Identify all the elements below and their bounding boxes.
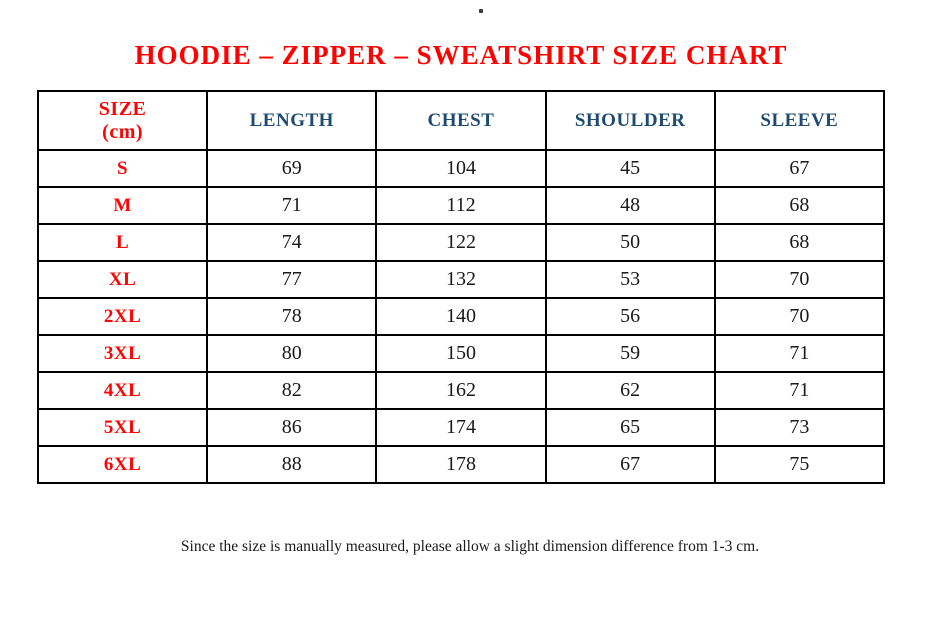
value-cell: 62 (544, 371, 716, 410)
value-cell: 68 (713, 186, 886, 225)
size-header-line1: SIZE (98, 97, 147, 120)
value-cell: 56 (544, 297, 716, 336)
value-cell: 71 (713, 334, 886, 373)
size-label-cell: 5XL (36, 408, 209, 447)
value-cell: 53 (544, 260, 716, 299)
value-cell: 82 (206, 371, 378, 410)
value-cell: 73 (713, 408, 886, 447)
table-row: 6XL 88 178 67 75 (36, 445, 886, 484)
header-row: SIZE (cm) LENGTH CHEST SHOULDER SLEEVE (36, 90, 886, 151)
column-header-length: LENGTH (206, 90, 378, 151)
size-label-cell: XL (36, 260, 209, 299)
size-label-cell: S (36, 149, 209, 188)
size-label-cell: 4XL (36, 371, 209, 410)
size-label-cell: 3XL (36, 334, 209, 373)
stray-dot-artifact (479, 9, 483, 13)
table-row: S 69 104 45 67 (36, 149, 886, 188)
value-cell: 48 (544, 186, 716, 225)
column-header-size: SIZE (cm) (36, 90, 209, 151)
value-cell: 70 (713, 260, 886, 299)
table-row: M 71 112 48 68 (36, 186, 886, 225)
table-body: S 69 104 45 67 M 71 112 48 68 L 74 122 50 68 XL 77 132 53 7… (36, 149, 886, 484)
value-cell: 69 (206, 149, 378, 188)
value-cell: 71 (713, 371, 886, 410)
value-cell: 67 (544, 445, 716, 484)
value-cell: 104 (375, 149, 547, 188)
value-cell: 88 (206, 445, 378, 484)
value-cell: 132 (375, 260, 547, 299)
table-row: 3XL 80 150 59 71 (36, 334, 886, 373)
value-cell: 65 (544, 408, 716, 447)
value-cell: 80 (206, 334, 378, 373)
size-label-cell: M (36, 186, 209, 225)
size-label-cell: 6XL (36, 445, 209, 484)
column-header-shoulder: SHOULDER (544, 90, 716, 151)
column-header-chest: CHEST (375, 90, 547, 151)
value-cell: 140 (375, 297, 547, 336)
value-cell: 112 (375, 186, 547, 225)
value-cell: 174 (375, 408, 547, 447)
value-cell: 67 (713, 149, 886, 188)
value-cell: 45 (544, 149, 716, 188)
table-header: SIZE (cm) LENGTH CHEST SHOULDER SLEEVE (36, 90, 886, 151)
value-cell: 150 (375, 334, 547, 373)
table-row: 2XL 78 140 56 70 (36, 297, 886, 336)
table-row: XL 77 132 53 70 (36, 260, 886, 299)
size-label-cell: 2XL (36, 297, 209, 336)
value-cell: 59 (544, 334, 716, 373)
value-cell: 71 (206, 186, 378, 225)
value-cell: 178 (375, 445, 547, 484)
value-cell: 68 (713, 223, 886, 262)
value-cell: 74 (206, 223, 378, 262)
value-cell: 86 (206, 408, 378, 447)
size-chart-table: SIZE (cm) LENGTH CHEST SHOULDER SLEEVE S 69 1… (36, 90, 886, 484)
column-header-sleeve: SLEEVE (713, 90, 886, 151)
measurement-footnote: Since the size is manually measured, ple… (180, 538, 760, 555)
page-title: HOODIE – ZIPPER – SWEATSHIRT SIZE CHART (134, 40, 788, 70)
table-row: 5XL 86 174 65 73 (36, 408, 886, 447)
value-cell: 50 (544, 223, 716, 262)
value-cell: 70 (713, 297, 886, 336)
size-header-line2: (cm) (102, 120, 144, 143)
value-cell: 75 (713, 445, 886, 484)
table-row: L 74 122 50 68 (36, 223, 886, 262)
size-label-cell: L (36, 223, 209, 262)
value-cell: 122 (375, 223, 547, 262)
value-cell: 78 (206, 297, 378, 336)
table-row: 4XL 82 162 62 71 (36, 371, 886, 410)
value-cell: 162 (375, 371, 547, 410)
value-cell: 77 (206, 260, 378, 299)
